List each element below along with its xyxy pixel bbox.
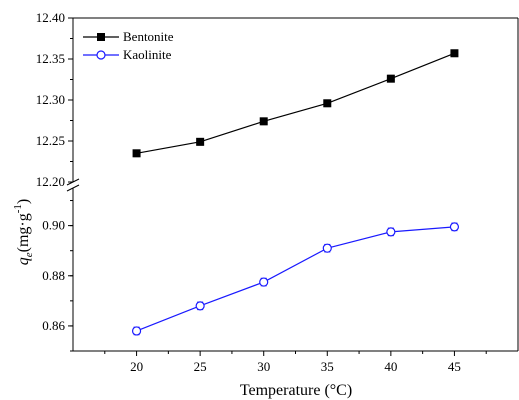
- data-point: [386, 74, 395, 83]
- data-point: [450, 49, 459, 58]
- x-tick-label: 25: [194, 359, 207, 374]
- axes: [66, 17, 519, 352]
- y-tick-label: 0.88: [42, 268, 65, 283]
- legend-entry: Kaolinite: [83, 47, 172, 62]
- y-tick-label: 12.40: [36, 10, 65, 25]
- x-tick-label: 40: [384, 359, 397, 374]
- axis-break-mark: [66, 184, 80, 192]
- x-axis-label: Temperature (°C): [240, 382, 352, 399]
- x-tick-label: 45: [448, 359, 461, 374]
- legend-label: Kaolinite: [123, 47, 172, 62]
- y-tick-label: 0.90: [42, 218, 65, 233]
- legend: Bentonite Kaolinite: [83, 29, 174, 62]
- data-point: [259, 277, 269, 287]
- x-tick-label: 35: [321, 359, 334, 374]
- y-axis-label: qe(mg·g-1): [12, 199, 35, 266]
- series-kaolinite: [131, 222, 460, 336]
- ticks: 20 25 30 35 40 45 12.20 12.25 12.30 12.35 12.40 0.8…: [36, 10, 487, 374]
- y-tick-label: 12.25: [36, 133, 65, 148]
- data-point: [323, 99, 332, 108]
- data-point: [195, 301, 205, 311]
- legend-marker: [96, 50, 106, 60]
- series-layer: [131, 49, 460, 336]
- series-bentonite: [132, 49, 459, 158]
- series-line: [136, 226, 455, 332]
- legend-entry: Bentonite: [83, 29, 174, 44]
- data-point: [322, 243, 332, 253]
- y-tick-label: 12.20: [36, 174, 65, 189]
- x-tick-label: 20: [130, 359, 143, 374]
- legend-label: Bentonite: [123, 29, 174, 44]
- data-point: [196, 137, 205, 146]
- data-point: [386, 227, 396, 237]
- data-point: [259, 117, 268, 126]
- data-point: [449, 222, 460, 232]
- series-line: [136, 52, 455, 154]
- legend-marker: [97, 33, 105, 41]
- y-tick-label: 12.30: [36, 92, 65, 107]
- x-tick-label: 30: [257, 359, 270, 374]
- data-point: [131, 326, 142, 336]
- y-tick-label: 12.35: [36, 51, 65, 66]
- data-point: [132, 149, 141, 158]
- y-tick-label: 0.86: [42, 318, 65, 333]
